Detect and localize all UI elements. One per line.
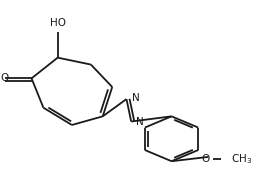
Text: HO: HO [50, 18, 66, 28]
Text: O: O [1, 73, 9, 83]
Text: O: O [201, 154, 210, 164]
Text: N: N [136, 117, 144, 127]
Text: N: N [132, 93, 139, 103]
Text: CH$_3$: CH$_3$ [231, 152, 252, 165]
